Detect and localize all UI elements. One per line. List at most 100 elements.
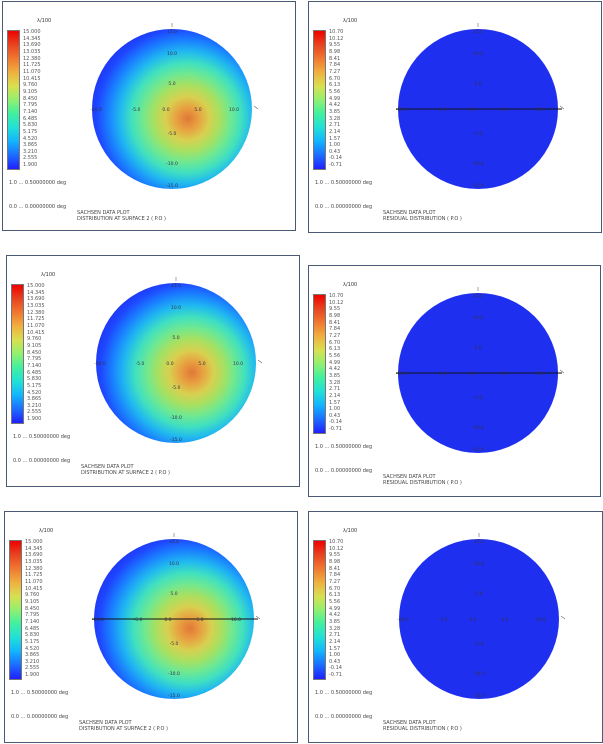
colorbar-tick-label: 3.28	[329, 379, 341, 386]
axis-tick-bottom: -15.0	[473, 693, 485, 699]
plot-panel-right-2[interactable]: λ/100 10.70 10.12 9.55 8.98 8.41 7.84 7.27 6.70 6…	[308, 265, 601, 497]
colorbar-tick-label: 5.175	[27, 382, 42, 389]
colorbar	[313, 294, 326, 434]
colorbar-tick-label: 3.210	[27, 402, 42, 409]
axis-tick-center: 0.0	[468, 371, 475, 377]
colorbar	[7, 30, 20, 170]
colorbar-tick-label: 1.00	[329, 406, 341, 413]
axis-tick-top: 15.0	[167, 29, 177, 35]
colorbar-tick-label: 1.900	[23, 162, 38, 169]
colorbar-tick-label: 5.830	[27, 376, 42, 383]
colorbar-tick-label: 7.795	[23, 102, 38, 109]
colorbar-tick-label: 4.520	[27, 389, 42, 396]
axis-tick-down1: -5.0	[475, 641, 484, 647]
plot-panel-left-2[interactable]: λ/100 15.000 14.345 13.690 13.035 12.380 11.72…	[6, 255, 300, 487]
axis-tick-right2: 10.0	[535, 107, 545, 113]
axis-tick-down1: -5.0	[474, 131, 483, 137]
plot-panel-right-3[interactable]: λ/100 10.70 10.12 9.55 8.98 8.41 7.84 7.27 6.70 6…	[308, 511, 603, 743]
axis-tick-left1: -5.0	[134, 617, 143, 623]
axis-tick-up2: 10.0	[169, 561, 179, 567]
colorbar-tick-label: 6.70	[329, 75, 341, 82]
axis-tick-down2: -10.0	[473, 671, 485, 677]
surface-map: 15.0 10.0 5.0 0.0 -5.0 -10.0 -15.0 -10.0 -5.0 5.0…	[90, 23, 259, 189]
wavefront-disc	[92, 29, 252, 189]
field-info-line: 1.0 ... 0.50000000 deg	[9, 180, 67, 186]
colorbar-tick-label: 1.00	[329, 652, 341, 659]
colorbar-tick-label: 11.725	[27, 316, 45, 323]
wavefront-disc	[399, 539, 559, 699]
colorbar-tick-label: 3.865	[23, 142, 38, 149]
colorbar-tick-label: 10.12	[329, 299, 344, 306]
colorbar-tick-label: 2.71	[329, 386, 341, 393]
colorbar-tick-label: 15.000	[27, 283, 45, 289]
colorbar-tick-label: 7.84	[329, 572, 341, 579]
plot-footer-line: RESIDUAL DISTRIBUTION ( P.O )	[383, 726, 462, 732]
axis-tick-down1: -5.0	[172, 385, 181, 391]
surface-map: 15.0 10.0 5.0 0.0 -5.0 -10.0 -15.0 -10.0 -5.0 5.0…	[92, 533, 261, 699]
colorbar-tick-label: 7.140	[25, 618, 40, 625]
axis-tick-left2: -10.0	[92, 617, 104, 623]
axis-tick-up2: 10.0	[167, 51, 177, 57]
colorbar-tick-label: -0.14	[329, 665, 342, 672]
colorbar-tick-label: 9.760	[23, 82, 38, 89]
colorbar-tick-label: 4.42	[329, 102, 341, 109]
colorbar-tick-label: 3.85	[329, 108, 341, 115]
colorbar-tick-label: -0.14	[329, 155, 342, 162]
colorbar-labels: 15.000 14.345 13.690 13.035 12.380 11.725 11.0…	[25, 540, 43, 680]
axis-tick-right1: 5.0	[198, 361, 205, 367]
colorbar-tick-label: -0.71	[329, 672, 342, 679]
axis-tick-up2: 10.0	[171, 305, 181, 311]
colorbar-tick-label: 5.56	[329, 88, 341, 95]
colorbar-tick-label: 7.795	[25, 612, 40, 619]
axis-tick-right1: 5.0	[196, 617, 203, 623]
axis-tick-left1: -5.0	[439, 617, 448, 623]
colorbar-tick-label: 4.520	[25, 645, 40, 652]
plot-footer-line: SACHSEN DATA PLOT	[383, 474, 436, 480]
field-info-line: 0.0 ... 0.00000000 deg	[315, 468, 373, 474]
colorbar-labels: 10.70 10.12 9.55 8.98 8.41 7.84 7.27 6.70 6.13 5.…	[329, 294, 343, 434]
colorbar-tick-label: 2.14	[329, 128, 341, 135]
colorbar-labels: 10.70 10.12 9.55 8.98 8.41 7.84 7.27 6.70 6.13 5.…	[329, 30, 343, 170]
axis-tick-right1: 5.0	[501, 617, 508, 623]
colorbar-tick-label: 14.345	[25, 545, 43, 552]
unit-label: λ/100	[37, 18, 52, 24]
field-info-line: 1.0 ... 0.50000000 deg	[315, 690, 373, 696]
plot-panel-right-1[interactable]: λ/100 10.70 10.12 9.55 8.98 8.41 7.84 7.27 6.70 6…	[308, 1, 602, 233]
colorbar-tick-label: 13.035	[23, 48, 41, 55]
colorbar-tick-label: 1.57	[329, 399, 341, 406]
colorbar-tick-label: 10.415	[23, 75, 41, 82]
colorbar-tick-label: 8.98	[329, 48, 341, 55]
colorbar-tick-label: 10.12	[329, 35, 344, 42]
colorbar-tick-label: 9.55	[329, 552, 341, 559]
colorbar-tick-label: 6.485	[25, 625, 40, 632]
colorbar-tick-label: 10.415	[27, 329, 45, 336]
colorbar-tick-label: 9.55	[329, 42, 341, 49]
axis-tick-up1: 5.0	[474, 345, 481, 351]
colorbar-tick-label: 0.43	[329, 148, 341, 155]
axis-tick-up1: 5.0	[172, 335, 179, 341]
axis-tick-right1: 5.0	[500, 371, 507, 377]
plot-footer-line: SACHSEN DATA PLOT	[383, 720, 436, 726]
colorbar-tick-label: 9.105	[25, 598, 40, 605]
axis-tick-bottom: -15.0	[166, 183, 178, 189]
axis-tick-bottom: -15.0	[168, 693, 180, 699]
axis-tick-up2: 10.0	[473, 51, 483, 57]
colorbar-tick-label: 8.41	[329, 565, 341, 572]
colorbar-tick-label: 9.760	[27, 336, 42, 343]
plot-panel-left-3[interactable]: λ/100 15.000 14.345 13.690 13.035 12.380 11.72…	[4, 511, 298, 743]
colorbar-tick-label: 1.57	[329, 645, 341, 652]
colorbar-tick-label: 2.14	[329, 392, 341, 399]
axis-tick-left2: -10.0	[94, 361, 106, 367]
colorbar-labels: 15.000 14.345 13.690 13.035 12.380 11.725 11.0…	[23, 30, 41, 170]
plot-footer-line: DISTRIBUTION AT SURFACE 2 ( P.O )	[81, 470, 170, 476]
colorbar-tick-label: 13.035	[27, 302, 45, 309]
colorbar-tick-label: 9.105	[27, 342, 42, 349]
plot-footer-line: SACHSEN DATA PLOT	[79, 720, 132, 726]
axis-tick-left1: -5.0	[438, 107, 447, 113]
colorbar-tick-label: 10.70	[329, 29, 344, 35]
field-info-line: 1.0 ... 0.50000000 deg	[13, 434, 71, 440]
colorbar-tick-label: 15.000	[25, 539, 43, 545]
axis-tick-left2: -10.0	[90, 107, 102, 113]
plot-panel-left-1[interactable]: λ/100 15.000 14.345 13.690 13.035 12.380 11.72…	[2, 1, 296, 231]
axis-tick-top: 15.0	[473, 293, 483, 299]
